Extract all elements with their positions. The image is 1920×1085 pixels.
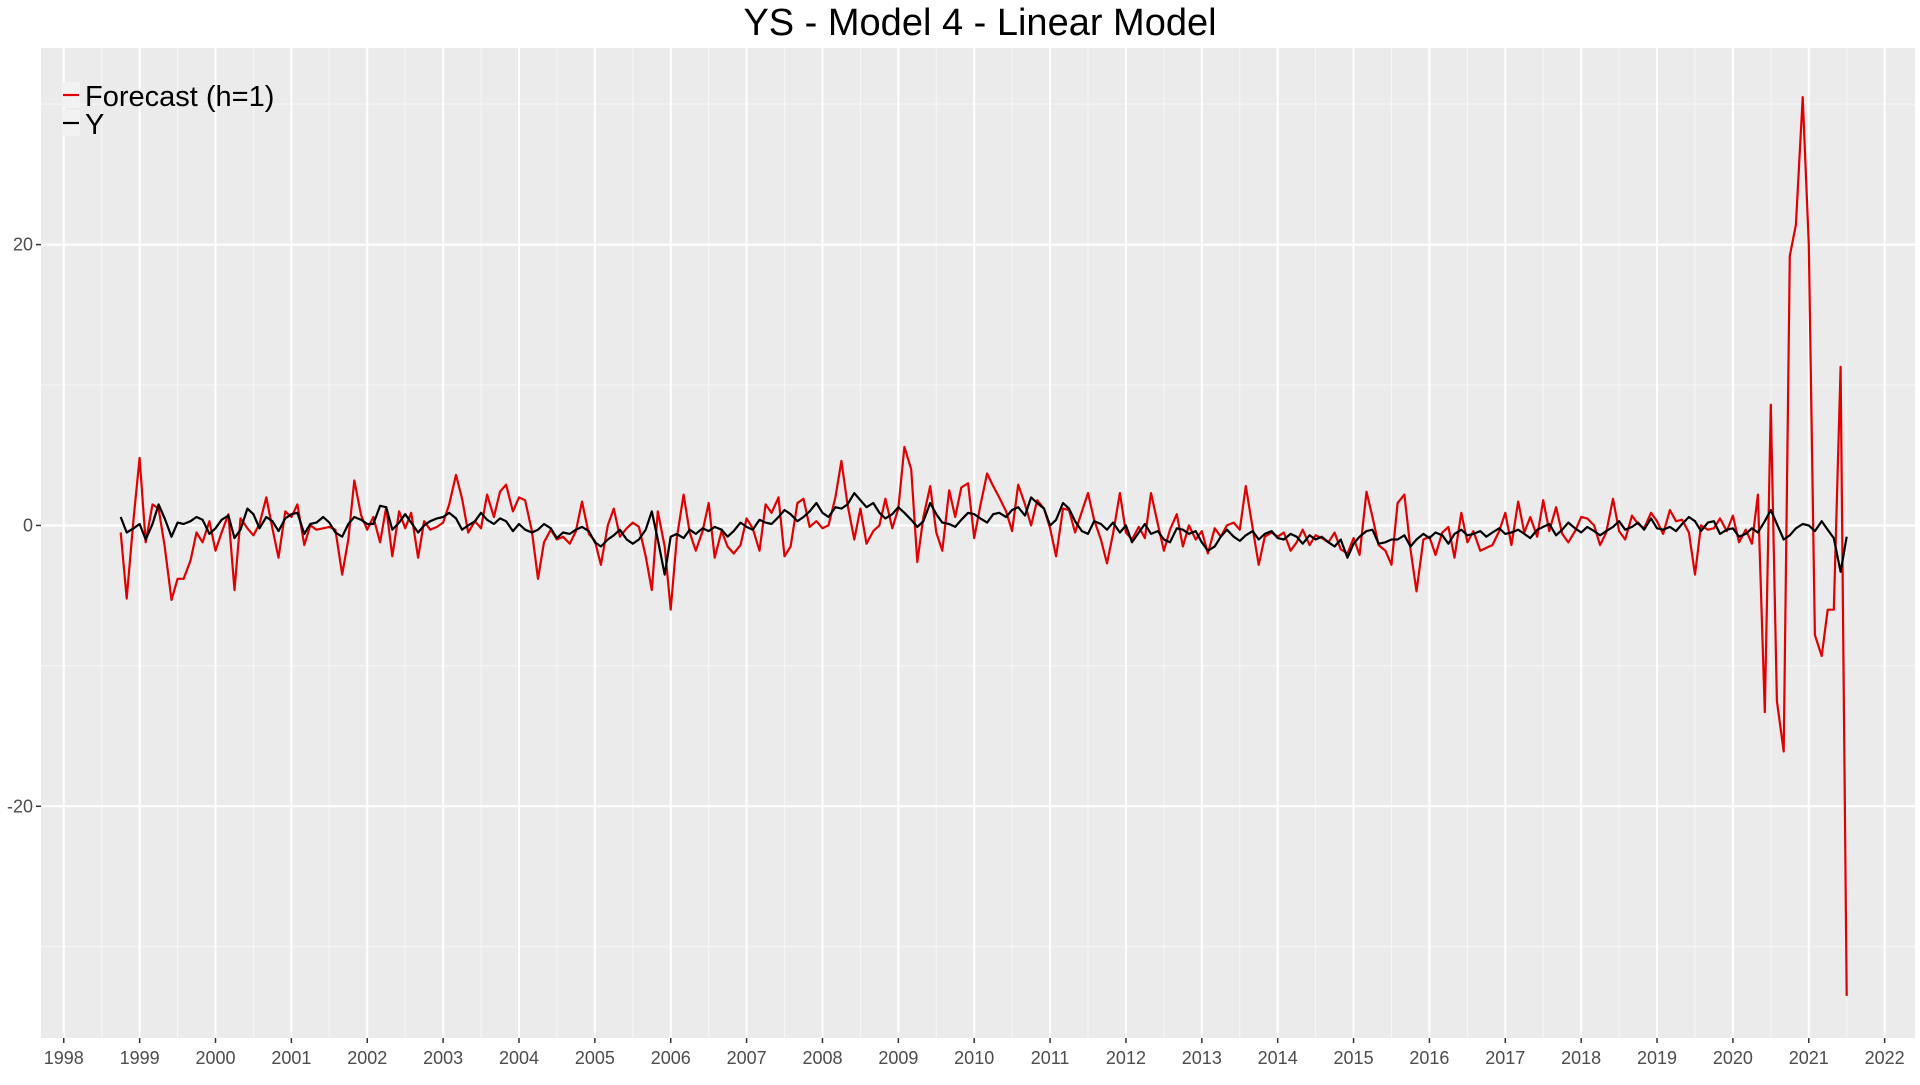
x-tick-label: 2016 (1409, 1048, 1449, 1068)
x-tick-label: 2012 (1106, 1048, 1146, 1068)
legend-label: Y (85, 109, 104, 141)
series-line-forecast (119, 96, 1848, 996)
legend-label: Forecast (h=1) (85, 81, 274, 113)
x-tick-label: 1998 (44, 1048, 84, 1068)
grid (41, 48, 1915, 1038)
x-tick-label: 2005 (575, 1048, 615, 1068)
y-tick-label: 20 (13, 235, 33, 255)
x-tick-label: 2000 (195, 1048, 235, 1068)
legend: Forecast (h=1)Y (62, 81, 274, 141)
x-tick-label: 2021 (1789, 1048, 1829, 1068)
x-tick-label: 2017 (1485, 1048, 1525, 1068)
x-tick-label: 2010 (954, 1048, 994, 1068)
series-lines (119, 96, 1848, 996)
x-tick-label: 2019 (1637, 1048, 1677, 1068)
x-tick-label: 2002 (347, 1048, 387, 1068)
x-tick-label: 2008 (802, 1048, 842, 1068)
y-tick-label: 0 (23, 515, 33, 535)
plot-background (41, 48, 1915, 1038)
x-tick-label: 2011 (1031, 1048, 1070, 1068)
plot-panel (41, 48, 1915, 1038)
x-tick-label: 2006 (651, 1048, 691, 1068)
x-tick-label: 2009 (878, 1048, 918, 1068)
x-tick-label: 2018 (1561, 1048, 1601, 1068)
x-tick-label: 2022 (1865, 1048, 1905, 1068)
x-tick-label: 2001 (271, 1048, 311, 1068)
x-tick-label: 2014 (1258, 1048, 1298, 1068)
series-line-y (119, 492, 1848, 576)
chart-title: YS - Model 4 - Linear Model (743, 2, 1216, 44)
x-tick-label: 2007 (727, 1048, 767, 1068)
x-tick-label: 2020 (1713, 1048, 1753, 1068)
x-tick-label: 2003 (423, 1048, 463, 1068)
x-tick-label: 2015 (1334, 1048, 1374, 1068)
x-tick-label: 2004 (499, 1048, 539, 1068)
x-tick-label: 1999 (120, 1048, 160, 1068)
axes: 1998 1999 2000 2001 2002 2003 2004 2005 2006 2007… (7, 235, 1905, 1068)
x-tick-label: 2013 (1182, 1048, 1222, 1068)
y-tick-label: -20 (7, 796, 33, 816)
